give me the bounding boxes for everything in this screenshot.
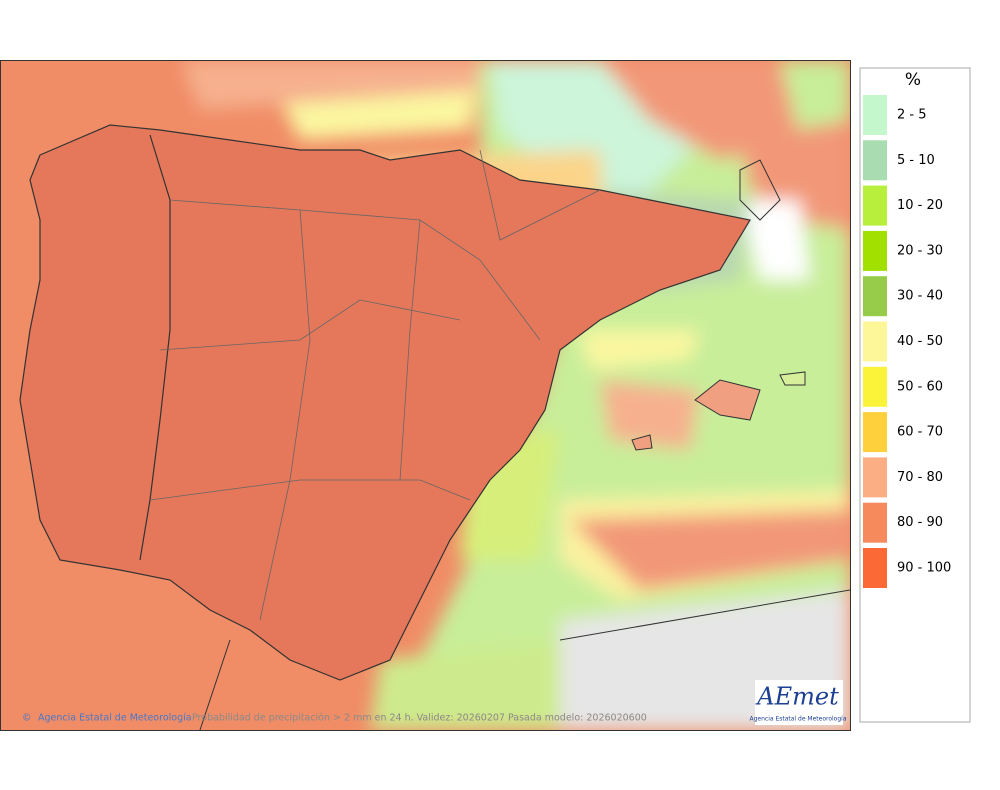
legend-label: 80 - 90 (897, 515, 943, 530)
legend-label: 70 - 80 (897, 470, 943, 485)
logo-mark: AEmet (755, 683, 839, 711)
legend-swatch (863, 321, 887, 362)
coast-africa (199, 589, 850, 730)
copyright-symbol: © (22, 713, 32, 724)
legend-title: % (905, 70, 921, 90)
legend-swatch (863, 276, 887, 317)
legend-swatch (863, 548, 887, 588)
legend-swatch (863, 140, 887, 181)
legend-swatch (863, 185, 887, 226)
legend-label: 40 - 50 (897, 334, 943, 349)
logo-subtitle: Agencia Estatal de Meteorología (750, 716, 847, 723)
island-mallorca (694, 379, 761, 421)
legend-swatch (863, 230, 887, 271)
legend-label: 50 - 60 (897, 379, 943, 394)
legend: % 2 - 5 5 - 10 10 - 20 20 - 30 30 - 40 40 - 5… (859, 67, 971, 723)
legend-label: 30 - 40 (897, 289, 943, 304)
legend-label: 60 - 70 (897, 425, 943, 440)
coast-france (739, 159, 781, 221)
legend-swatch (863, 95, 887, 135)
legend-label: 2 - 5 (897, 108, 927, 123)
legend-swatch (863, 457, 887, 498)
legend-swatch (863, 502, 887, 543)
copyright-text: Agencia Estatal de Meteorología (38, 713, 192, 724)
logo: AEmet Agencia Estatal de Meteorología (750, 680, 847, 725)
legend-swatch (863, 366, 887, 407)
island-ibiza (631, 434, 653, 451)
legend-label: 20 - 30 (897, 243, 943, 258)
legend-swatch (863, 412, 887, 453)
map (0, 60, 850, 730)
legend-label: 90 - 100 (897, 561, 951, 576)
legend-label: 10 - 20 (897, 198, 943, 213)
island-menorca (779, 371, 806, 386)
product-caption: Probabilidad de precipitación > 2 mm en … (192, 713, 647, 724)
land-iberia (19, 124, 751, 681)
map-frame (0, 60, 851, 731)
logo-box (755, 680, 843, 725)
border-portugal (139, 134, 171, 561)
legend-label: 5 - 10 (897, 153, 935, 168)
region-borders (149, 149, 601, 621)
